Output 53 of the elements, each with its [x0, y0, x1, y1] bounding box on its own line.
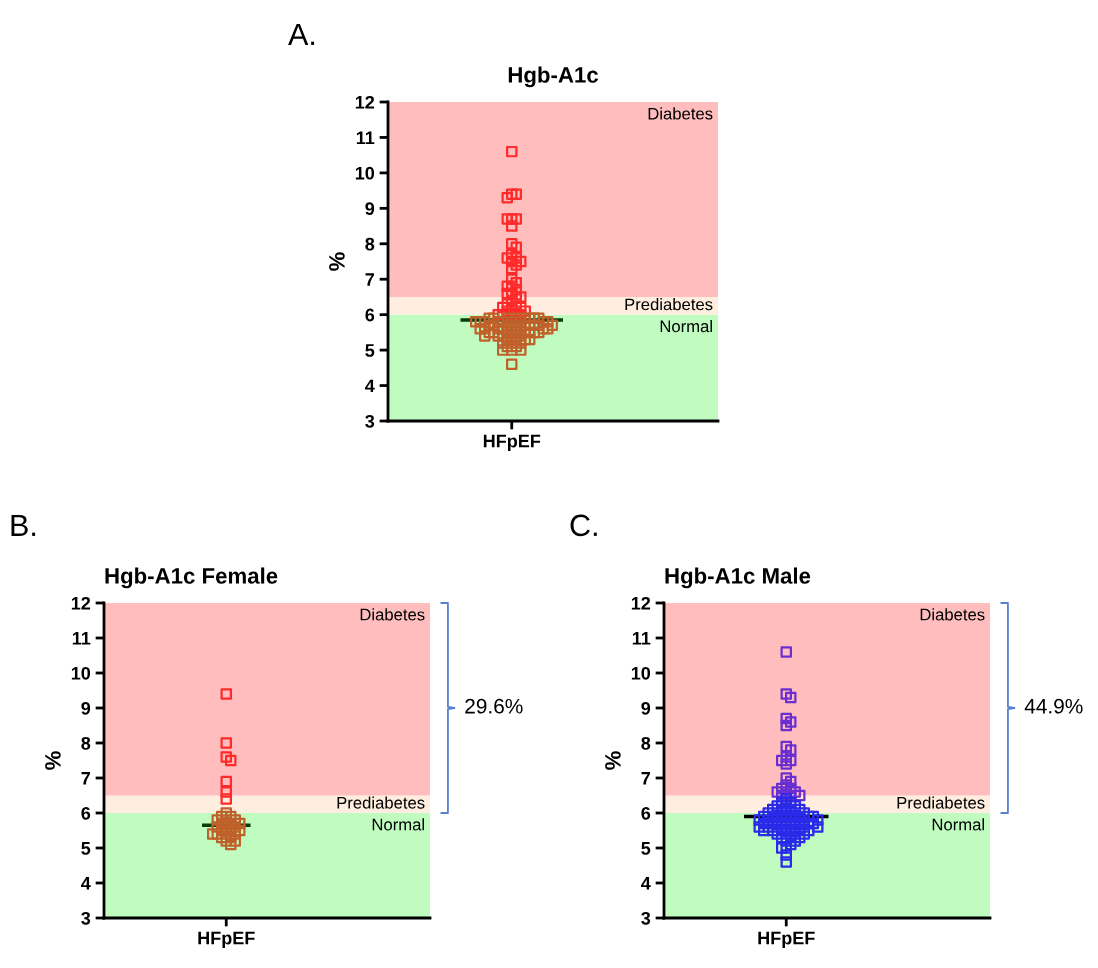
y-tick-label: 3: [81, 911, 91, 925]
y-tick-label: 11: [632, 632, 651, 645]
y-tick-label: 5: [365, 344, 375, 357]
band-label: Normal: [660, 319, 712, 333]
text: C.: [570, 514, 597, 537]
band-label: Normal: [372, 818, 424, 831]
band-label: Prediabetes: [897, 796, 985, 809]
y-tick-label: 9: [365, 202, 375, 216]
y-tick-label: 12: [71, 596, 91, 610]
y-tick-label: 6: [81, 806, 91, 820]
y-tick-label: 5: [81, 842, 91, 855]
y-tick-label: 5: [641, 842, 651, 855]
band-label: Diabetes: [920, 608, 985, 621]
text: B.: [11, 514, 36, 536]
y-tick-label: 12: [355, 95, 375, 109]
y-tick-label: 7: [641, 772, 651, 785]
y-axis-title: %: [45, 751, 61, 770]
band-label: Diabetes: [648, 107, 713, 120]
band-label: Normal: [932, 818, 984, 831]
y-tick-label: 8: [81, 736, 91, 750]
y-tick-label: 7: [365, 273, 375, 286]
text: A.: [288, 23, 315, 45]
y-tick-label: 3: [365, 414, 375, 428]
y-tick-label: 12: [631, 596, 651, 610]
chart-title: Hgb-A1c Female: [105, 567, 278, 589]
y-tick-label: 6: [641, 806, 651, 820]
y-tick-label: 8: [365, 237, 375, 251]
y-tick-label: 9: [641, 701, 651, 715]
y-tick-label: 10: [631, 666, 651, 680]
y-tick-label: 7: [81, 772, 91, 785]
chart-title: Hgb-A1c: [508, 66, 599, 88]
y-tick-label: 4: [641, 877, 651, 890]
y-axis-title: %: [329, 252, 345, 271]
chart-title: Hgb-A1c Male: [665, 567, 811, 589]
y-tick-label: 11: [72, 632, 91, 645]
x-tick-label: HFpEF: [483, 434, 541, 452]
y-tick-label: 11: [356, 131, 375, 144]
band-label: Prediabetes: [337, 796, 425, 809]
y-tick-label: 10: [355, 166, 375, 180]
y-tick-label: 4: [365, 379, 375, 393]
text: 44.9%: [1024, 698, 1083, 714]
x-tick-label: HFpEF: [758, 931, 815, 949]
y-tick-label: 8: [641, 736, 651, 750]
y-tick-label: 9: [81, 701, 91, 715]
y-tick-label: 6: [365, 308, 375, 322]
x-tick-label: HFpEF: [198, 931, 255, 949]
text: 29.6%: [465, 698, 523, 714]
y-tick-label: 10: [71, 666, 91, 680]
y-tick-label: 3: [641, 911, 651, 925]
y-tick-label: 4: [81, 877, 91, 890]
band-label: Diabetes: [360, 608, 425, 621]
band-label: Prediabetes: [625, 298, 713, 311]
y-axis-title: %: [605, 751, 621, 770]
